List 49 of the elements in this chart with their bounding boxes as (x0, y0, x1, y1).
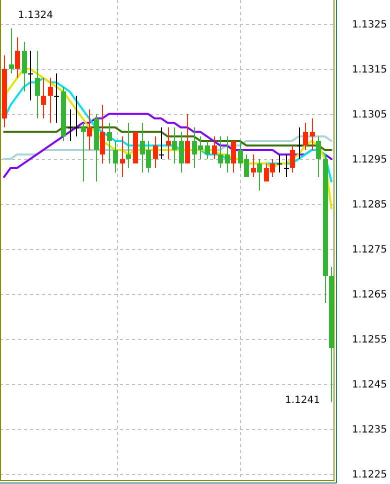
line-series (3, 112, 332, 178)
candlestick (218, 136, 223, 168)
annotation: 1.1241 (285, 395, 320, 406)
candlestick (225, 136, 230, 173)
candlestick (35, 50, 40, 119)
candlestick (251, 154, 256, 178)
candlestick (87, 108, 92, 150)
candlestick (15, 36, 20, 78)
y-tick-label: 1.1305 (352, 109, 387, 120)
candlestick (81, 122, 86, 182)
annotation: 1.1324 (18, 10, 53, 21)
y-tick-label: 1.1255 (352, 334, 387, 346)
candlestick (100, 104, 105, 164)
candlestick (316, 136, 321, 178)
candlestick (107, 122, 112, 164)
candlestick (297, 126, 302, 160)
candlestick (172, 126, 177, 164)
y-tick-label: 1.1295 (352, 154, 387, 166)
candlestick (41, 77, 46, 119)
candlestick (205, 140, 210, 160)
y-tick-label: 1.1285 (352, 199, 387, 210)
candlestick (159, 126, 164, 160)
candlestick (257, 158, 262, 191)
y-tick-label: 1.1265 (352, 290, 387, 301)
candlestick (310, 118, 315, 150)
candlestick (277, 154, 282, 173)
candlestick (290, 144, 295, 173)
candlestick (9, 28, 14, 74)
candlestick (54, 72, 59, 124)
candlestick (153, 136, 158, 168)
candlestick (212, 136, 217, 160)
candlestick (284, 154, 289, 178)
y-tick-label: 1.1325 (352, 19, 387, 30)
candlestick (28, 50, 33, 101)
candlestick (113, 140, 118, 173)
candlestick (126, 122, 131, 168)
y-tick-label: 1.1275 (352, 244, 387, 256)
candlestick (48, 77, 53, 124)
candlestick (22, 41, 27, 92)
candlestick (166, 126, 171, 160)
candlestick (179, 131, 184, 173)
y-tick-label: 1.1315 (352, 64, 387, 76)
candlestick (120, 136, 125, 178)
y-tick-label: 1.1235 (352, 424, 387, 436)
y-tick-label: 1.1225 (352, 470, 387, 481)
y-tick-label: 1.1245 (352, 380, 387, 391)
candlestick (231, 140, 236, 173)
candlestick (185, 113, 190, 164)
candlestick (303, 122, 308, 150)
